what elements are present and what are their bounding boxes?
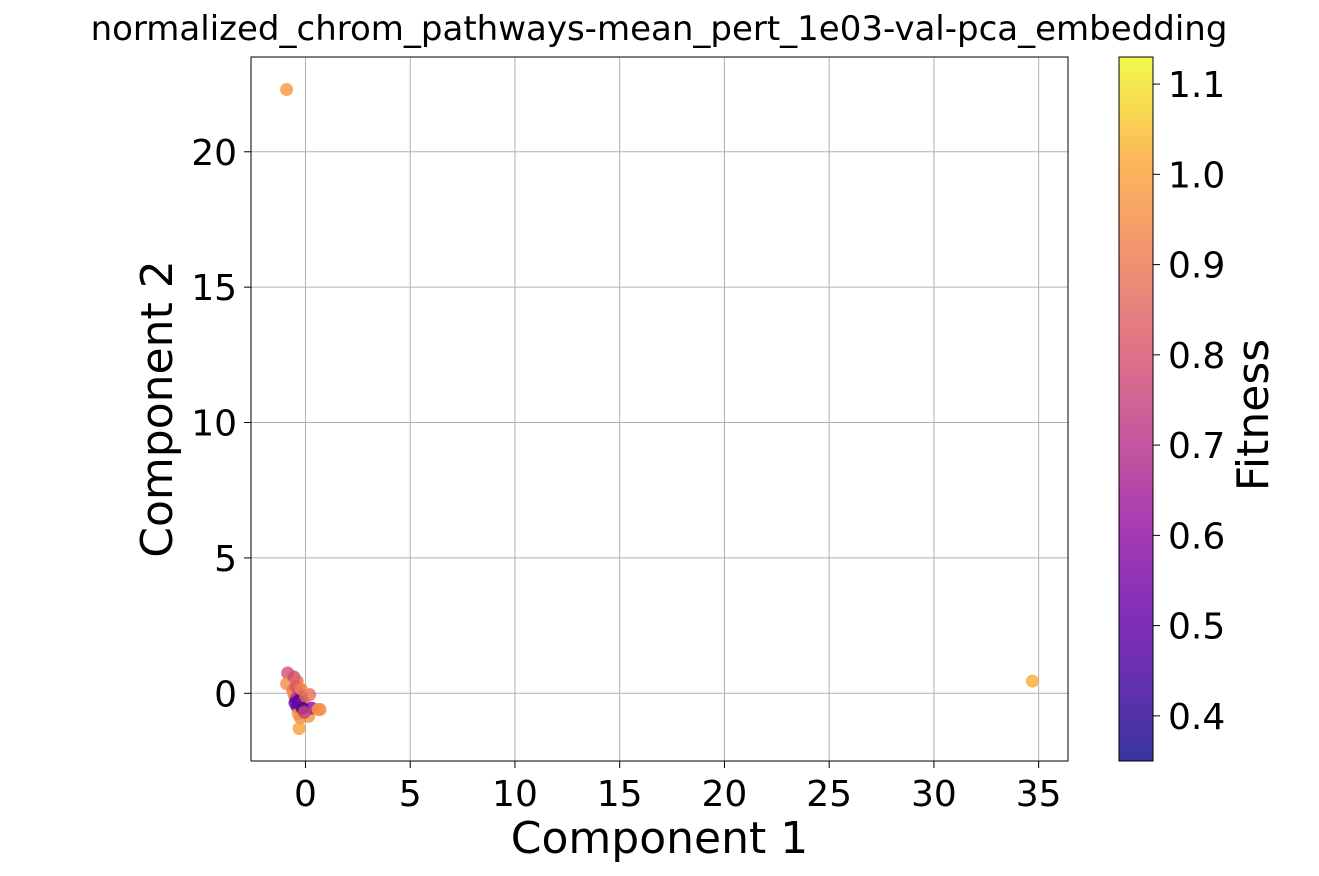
colorbar-tick-label: 0.7 [1168, 426, 1225, 467]
y-tick-label: 10 [191, 404, 237, 445]
scatter-point [292, 722, 306, 736]
y-tick-label: 15 [191, 268, 237, 309]
x-tick-label: 10 [492, 774, 538, 815]
x-tick-label: 0 [294, 774, 317, 815]
scatter-point [1025, 674, 1039, 688]
grid-lines [251, 57, 1068, 761]
x-tick-label: 25 [806, 774, 852, 815]
x-axis-label: Component 1 [511, 813, 808, 864]
scatter-point [280, 82, 294, 96]
colorbar-ticks: 0.4 0.5 0.6 0.7 0.8 0.9 1.0 1.1 [1153, 65, 1225, 738]
scatter-point [288, 696, 302, 710]
scatter-point [297, 705, 311, 719]
colorbar-tick-label: 1.1 [1168, 65, 1225, 106]
x-tick-label: 20 [702, 774, 748, 815]
colorbar-label: Fitness [1228, 339, 1279, 491]
y-tick-label: 0 [214, 674, 237, 715]
colorbar-tick-label: 0.4 [1168, 697, 1225, 738]
x-tick-label: 30 [911, 774, 957, 815]
colorbar-tick-label: 0.6 [1168, 516, 1225, 557]
data-points [280, 82, 1039, 736]
scatter-point [313, 703, 327, 717]
y-tick-label: 5 [214, 539, 237, 580]
x-tick-label: 5 [399, 774, 422, 815]
colorbar-tick-label: 0.8 [1168, 336, 1225, 377]
colorbar-tick-label: 1.0 [1168, 155, 1225, 196]
colorbar-tick-label: 0.5 [1168, 607, 1225, 648]
colorbar-tick-label: 0.9 [1168, 246, 1225, 287]
scatter-point [294, 682, 308, 696]
y-tick-label: 20 [191, 133, 237, 174]
chart-title: normalized_chrom_pathways-mean_pert_1e03… [91, 9, 1228, 49]
plot-frame [250, 56, 1069, 762]
y-axis-label: Component 2 [132, 260, 183, 557]
colorbar [1118, 56, 1154, 762]
x-tick-label: 35 [1016, 774, 1062, 815]
x-tick-label: 15 [597, 774, 643, 815]
axis-ticks: 0 5 10 15 20 25 30 35 0 5 10 15 20 [191, 133, 1061, 815]
